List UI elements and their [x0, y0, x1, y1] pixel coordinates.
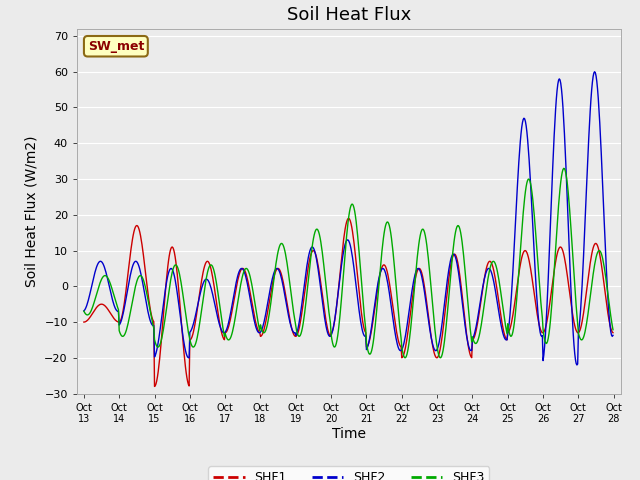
SHF2	[609, 333, 617, 338]
SHF2	[144, 309, 152, 314]
X-axis label: Time: Time	[332, 427, 366, 441]
SHF3	[144, 296, 152, 302]
SHF3	[226, 336, 234, 342]
Text: SW_met: SW_met	[88, 40, 144, 53]
Line: SHF3: SHF3	[84, 168, 613, 358]
SHF1	[429, 347, 437, 353]
SHF3	[428, 295, 436, 301]
SHF1	[90, 309, 97, 315]
Title: Soil Heat Flux: Soil Heat Flux	[287, 6, 411, 24]
SHF2	[413, 267, 420, 273]
SHF1	[80, 319, 88, 325]
SHF2	[226, 315, 234, 321]
SHF3	[436, 355, 444, 360]
SHF3	[80, 308, 88, 314]
SHF2	[80, 308, 88, 314]
SHF1	[150, 384, 158, 389]
SHF2	[90, 276, 97, 281]
SHF2	[573, 362, 580, 368]
SHF2	[198, 285, 205, 291]
SHF2	[591, 69, 598, 74]
SHF1	[144, 290, 152, 296]
Y-axis label: Soil Heat Flux (W/m2): Soil Heat Flux (W/m2)	[25, 135, 38, 287]
SHF1	[227, 317, 234, 323]
Line: SHF1: SHF1	[84, 218, 613, 386]
SHF1	[198, 273, 206, 279]
SHF1	[414, 266, 422, 272]
SHF3	[413, 262, 420, 268]
SHF3	[560, 166, 568, 171]
SHF3	[609, 327, 617, 333]
SHF1	[609, 330, 617, 336]
SHF3	[198, 307, 205, 312]
SHF3	[90, 302, 97, 308]
Legend: SHF1, SHF2, SHF3: SHF1, SHF2, SHF3	[209, 467, 489, 480]
SHF2	[428, 338, 436, 344]
SHF1	[345, 216, 353, 221]
Line: SHF2: SHF2	[84, 72, 613, 365]
